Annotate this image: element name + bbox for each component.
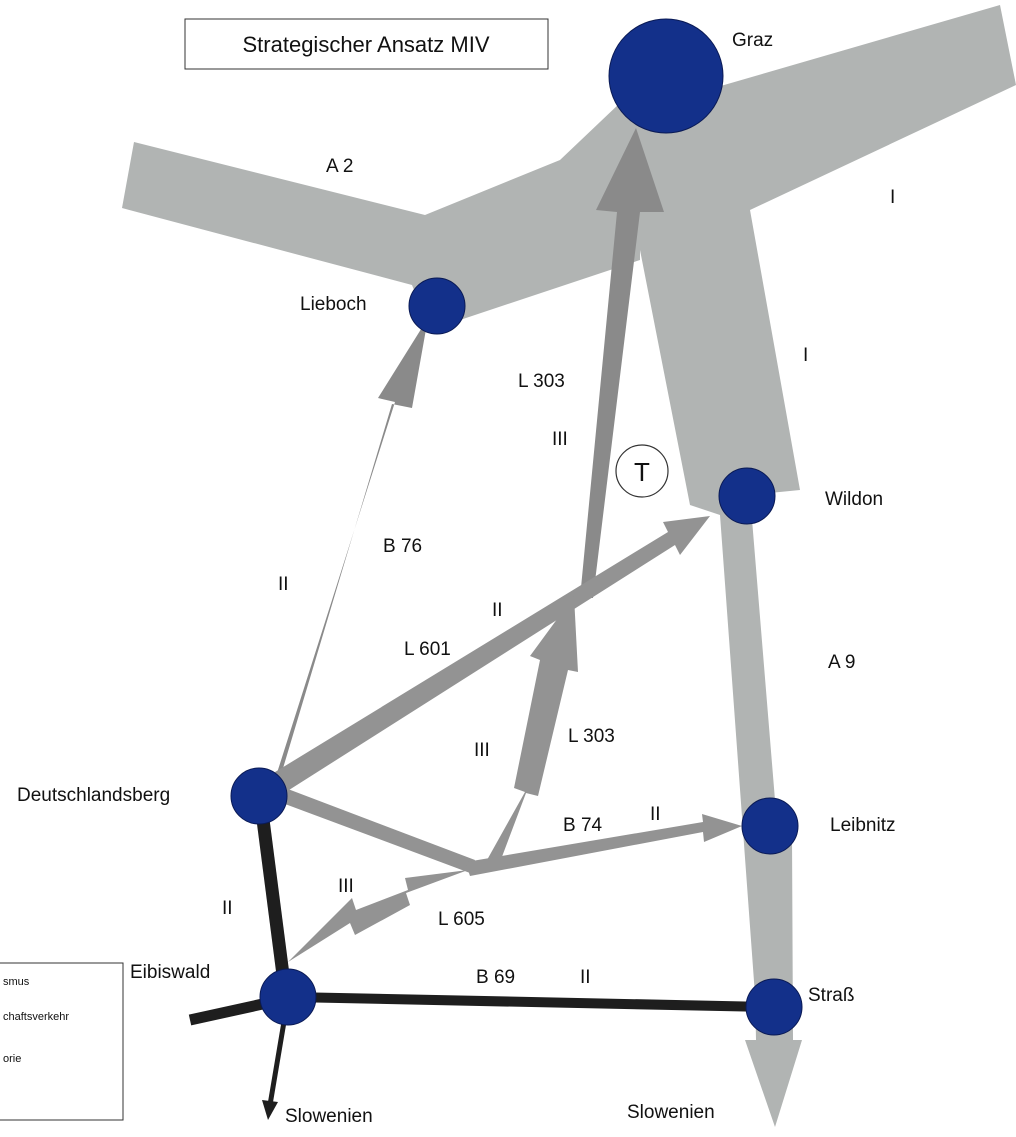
route-l601-arrow — [262, 516, 710, 797]
legend-box — [0, 962, 124, 1121]
tourism-marker-label: T — [634, 457, 650, 487]
label-leibnitz: Leibnitz — [830, 815, 896, 836]
diagram-title: Strategischer Ansatz MIV — [243, 32, 490, 57]
label-eibiswald: Eibiswald — [130, 962, 210, 983]
label-b76: B 76 — [383, 536, 422, 557]
title-box — [184, 18, 549, 70]
node-lieboch — [408, 277, 466, 335]
tourism-marker — [615, 444, 669, 498]
node-leibnitz — [741, 797, 799, 855]
label-b74: B 74 — [563, 815, 603, 836]
label-l605: L 605 — [438, 909, 485, 930]
label-wildon: Wildon — [825, 489, 883, 510]
route-l303-south-arrow — [487, 596, 578, 862]
road-b69 — [289, 992, 771, 1012]
category-iii-l303-south: III — [474, 740, 490, 761]
label-slowenien-west: Slowenien — [285, 1106, 373, 1127]
legend-item-3: orie — [3, 1053, 21, 1065]
route-b76-arrow — [248, 318, 428, 795]
label-graz: Graz — [732, 30, 773, 51]
category-ii-b74: II — [650, 804, 661, 825]
route-dlb-junction-link — [280, 786, 475, 873]
label-l303-south: L 303 — [568, 726, 615, 747]
label-a2: A 2 — [326, 156, 353, 177]
label-slowenien-east: Slowenien — [627, 1102, 715, 1123]
route-l605-arrow — [288, 870, 468, 962]
category-i-east: I — [890, 187, 895, 208]
category-i-a9: I — [803, 345, 808, 366]
node-deutschlandsberg — [230, 767, 288, 825]
label-l601: L 601 — [404, 639, 451, 660]
label-a9: A 9 — [828, 652, 855, 673]
category-ii-b69: II — [580, 967, 591, 988]
road-dlb-eibiswald — [255, 811, 293, 999]
node-strass — [745, 978, 803, 1036]
label-l303-north: L 303 — [518, 371, 565, 392]
route-l303-north-arrow — [565, 128, 664, 598]
node-graz — [608, 18, 724, 134]
road-south-arrowhead — [262, 1100, 278, 1120]
category-ii-l601: II — [492, 600, 503, 621]
category-ii-black: II — [222, 898, 233, 919]
route-b74-arrow — [466, 814, 742, 876]
category-iii-l303-north: III — [552, 429, 568, 450]
category-iii-l605: III — [338, 876, 354, 897]
node-wildon — [718, 467, 776, 525]
motorway-a2-graz-band — [122, 5, 1016, 1000]
node-eibiswald — [259, 968, 317, 1026]
label-strass: Straß — [808, 985, 854, 1006]
category-ii-b76: II — [278, 574, 289, 595]
label-deutschlandsberg: Deutschlandsberg — [17, 785, 170, 806]
legend-item-1: smus — [3, 976, 30, 988]
label-lieboch: Lieboch — [300, 294, 367, 315]
legend-item-2: chaftsverkehr — [3, 1011, 69, 1023]
label-b69: B 69 — [476, 967, 515, 988]
